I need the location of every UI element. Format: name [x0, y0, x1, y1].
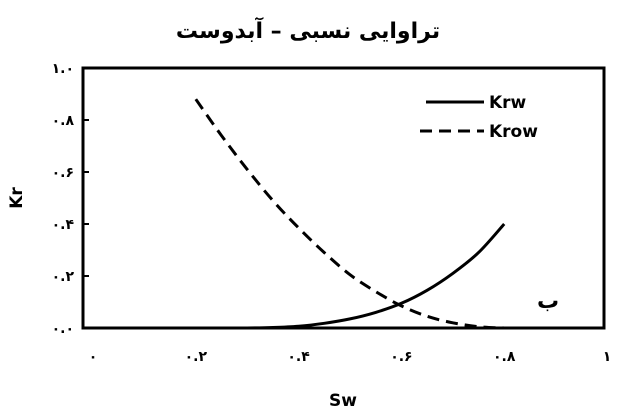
x-tick-label: ۰.۴	[287, 349, 310, 365]
legend-label-krow: Krow	[489, 122, 538, 142]
legend: Krw Krow	[420, 93, 538, 142]
y-axis-label: Kr	[7, 187, 27, 209]
y-tick-label: ۰.۶	[52, 165, 74, 181]
y-tick-label: ۰.۲	[52, 269, 75, 285]
series-line-krw	[195, 222, 506, 330]
x-tick-label: ۱	[603, 349, 612, 365]
x-tick-label: ۰.۶	[390, 349, 412, 365]
legend-label-krw: Krw	[489, 93, 527, 113]
y-tick-label: ۱.۰	[52, 61, 74, 77]
y-axis-ticks: ۰.۰ ۰.۲ ۰.۴ ۰.۶ ۰.۸ ۱.۰	[52, 61, 89, 337]
y-tick-label: ۰.۴	[52, 217, 75, 233]
x-tick-label: ۰.۸	[493, 349, 516, 365]
series-layer	[194, 98, 506, 330]
series-line-krow	[194, 98, 505, 330]
x-tick-label: ۰.۲	[185, 349, 208, 365]
x-tick-label: ۰	[89, 349, 98, 365]
x-axis-ticks: ۰ ۰.۲ ۰.۴ ۰.۶ ۰.۸ ۱	[89, 349, 612, 365]
x-axis-label: Sw	[329, 391, 357, 411]
plot-frame	[81, 66, 606, 330]
y-tick-label: ۰.۰	[52, 321, 74, 337]
y-tick-label: ۰.۸	[52, 113, 75, 129]
chart-title: تراوایی نسبی – آبدوست	[176, 16, 440, 44]
panel-annotation: ب	[537, 289, 559, 314]
